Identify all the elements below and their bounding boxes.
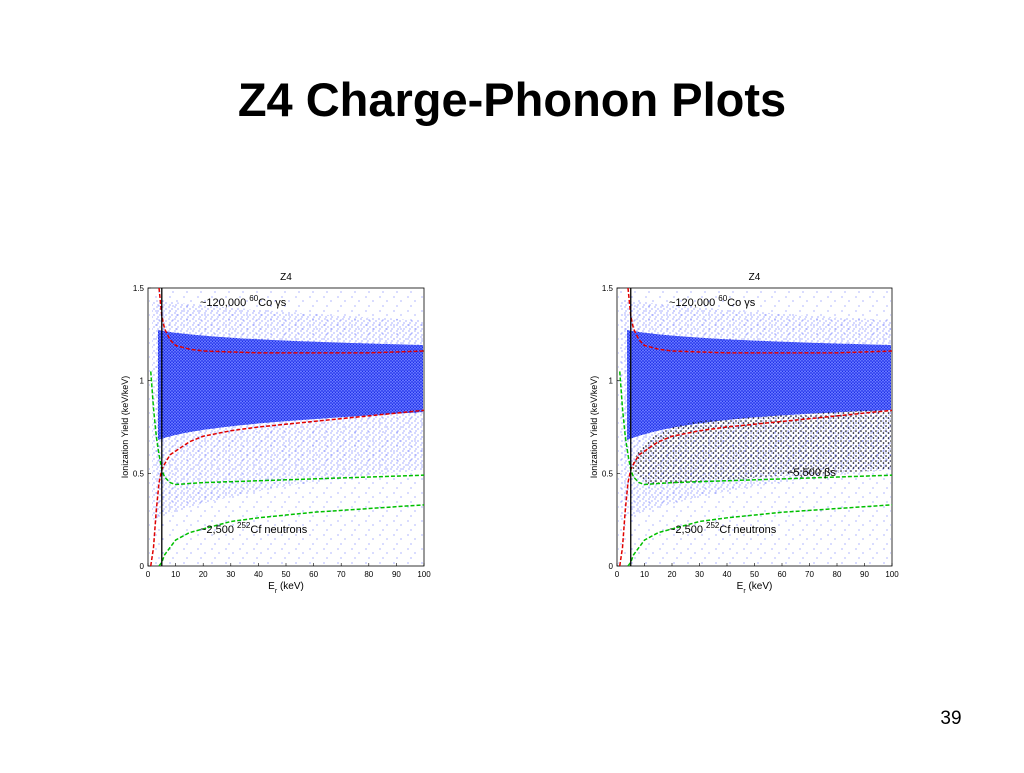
x-tick-label: 40 bbox=[723, 570, 732, 579]
x-tick-label: 40 bbox=[254, 570, 263, 579]
x-tick-label: 0 bbox=[146, 570, 151, 579]
x-tick-label: 60 bbox=[778, 570, 787, 579]
series-line bbox=[619, 409, 892, 566]
x-tick-label: 30 bbox=[226, 570, 235, 579]
annotation: ~2,500 252Cf neutrons bbox=[669, 521, 777, 536]
x-tick-label: 100 bbox=[417, 570, 431, 579]
annotation: ~5,500 βs bbox=[787, 467, 836, 479]
page-number: 39 bbox=[940, 708, 961, 729]
x-label-rest: (keV) bbox=[746, 581, 773, 592]
annotation-sup: 252 bbox=[237, 521, 251, 530]
y-tick-label: 0.5 bbox=[602, 469, 614, 478]
annotation-rest: Co γs bbox=[258, 297, 287, 309]
y-tick-label: 1.5 bbox=[133, 284, 145, 293]
annotation: ~120,000 60Co γs bbox=[669, 294, 756, 309]
x-tick-label: 70 bbox=[805, 570, 814, 579]
series-line bbox=[150, 409, 424, 566]
annotation-text: ~120,000 bbox=[669, 297, 718, 309]
chart-title: Z4 bbox=[749, 272, 761, 283]
x-tick-label: 30 bbox=[695, 570, 704, 579]
x-tick-label: 60 bbox=[309, 570, 318, 579]
series-line bbox=[150, 371, 424, 486]
x-label-main: E bbox=[268, 581, 275, 592]
x-tick-label: 20 bbox=[199, 570, 208, 579]
chart: Z4 0 10 20 30 40 50 60 70 80 90 100 0 0.5 1 1.5 Ionizati… bbox=[120, 272, 431, 595]
x-tick-label: 70 bbox=[337, 570, 346, 579]
series-line bbox=[158, 288, 424, 354]
annotation-text: ~120,000 bbox=[200, 297, 249, 309]
y-tick-label: 0.5 bbox=[133, 469, 145, 478]
annotation-text: ~5,500 βs bbox=[787, 467, 836, 479]
chart-title: Z4 bbox=[280, 272, 292, 283]
annotation: ~2,500 252Cf neutrons bbox=[200, 521, 308, 536]
x-tick-label: 0 bbox=[615, 570, 620, 579]
series-line bbox=[158, 504, 424, 566]
x-tick-label: 50 bbox=[750, 570, 759, 579]
series-line bbox=[627, 288, 892, 354]
y-tick-label: 1 bbox=[140, 377, 145, 386]
point-cloud bbox=[149, 289, 891, 565]
x-tick-label: 90 bbox=[860, 570, 869, 579]
annotation-sup: 252 bbox=[706, 521, 720, 530]
annotation-rest: Cf neutrons bbox=[719, 524, 776, 536]
y-tick-label: 1 bbox=[609, 377, 614, 386]
slide-title: Z4 Charge-Phonon Plots bbox=[238, 73, 786, 126]
y-axis-label: Ionization Yield (keV/keV) bbox=[120, 376, 130, 479]
annotation-rest: Cf neutrons bbox=[250, 524, 307, 536]
x-tick-label: 80 bbox=[364, 570, 373, 579]
x-label-sub: r bbox=[743, 588, 746, 595]
y-axis-label: Ionization Yield (keV/keV) bbox=[589, 376, 599, 479]
x-axis-label: Er (keV) bbox=[268, 581, 304, 595]
x-tick-label: 90 bbox=[392, 570, 401, 579]
x-tick-label: 20 bbox=[668, 570, 677, 579]
annotation-rest: Co γs bbox=[727, 297, 756, 309]
x-tick-label: 10 bbox=[171, 570, 180, 579]
x-label-main: E bbox=[737, 581, 744, 592]
x-label-sub: r bbox=[275, 588, 278, 595]
x-tick-label: 80 bbox=[833, 570, 842, 579]
chart: Z4 0 10 20 30 40 50 60 70 80 90 100 0 0.5 1 1.5 Ionizati… bbox=[589, 272, 899, 595]
annotation-sup: 60 bbox=[249, 294, 258, 303]
x-tick-label: 10 bbox=[640, 570, 649, 579]
y-tick-label: 1.5 bbox=[602, 284, 614, 293]
y-tick-label: 0 bbox=[140, 562, 145, 571]
annotation-text: ~2,500 bbox=[200, 524, 237, 536]
y-tick-label: 0 bbox=[609, 562, 614, 571]
x-label-rest: (keV) bbox=[277, 581, 304, 592]
series-line bbox=[619, 371, 892, 486]
series-line bbox=[627, 504, 892, 566]
x-tick-label: 100 bbox=[885, 570, 899, 579]
x-axis-label: Er (keV) bbox=[737, 581, 773, 595]
annotation: ~120,000 60Co γs bbox=[200, 294, 287, 309]
annotation-sup: 60 bbox=[718, 294, 727, 303]
x-tick-label: 50 bbox=[282, 570, 291, 579]
annotation-text: ~2,500 bbox=[669, 524, 706, 536]
